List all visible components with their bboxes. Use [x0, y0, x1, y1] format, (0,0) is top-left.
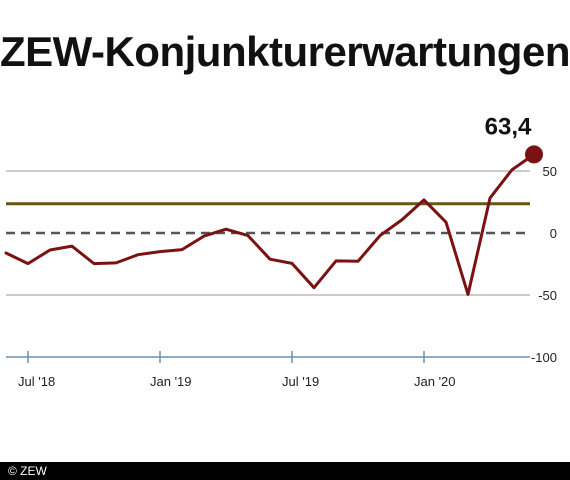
x-tick-label: Jan '20	[414, 374, 456, 389]
x-tick-label: Jul '18	[18, 374, 55, 389]
chart-title: ZEW-Konjunkturerwartungen	[0, 28, 570, 75]
x-tick-label: Jul '19	[282, 374, 319, 389]
y-tick-labels: 50 0 -50 -100	[531, 164, 557, 365]
y-tick-label: 50	[543, 164, 557, 179]
copyright-footer: © ZEW	[0, 462, 570, 480]
grid-lines	[6, 170, 530, 296]
line-chart: 500-50-100 Jul '18 Jan '19 Jul '19 Jan '20 …	[4, 113, 557, 389]
highlight-point	[525, 145, 543, 164]
y-tick-label: -100	[531, 350, 557, 365]
series-layer	[4, 152, 536, 296]
x-tick-label: Jan '19	[150, 374, 192, 389]
y-tick-label: -50	[538, 288, 557, 303]
series-line	[4, 152, 536, 296]
highlight-layer: 63,4	[485, 113, 543, 164]
reference-lines	[6, 202, 530, 235]
x-axis: Jul '18 Jan '19 Jul '19 Jan '20	[6, 351, 530, 389]
highlight-value-label: 63,4	[485, 113, 532, 140]
y-tick-label: 0	[550, 226, 557, 241]
